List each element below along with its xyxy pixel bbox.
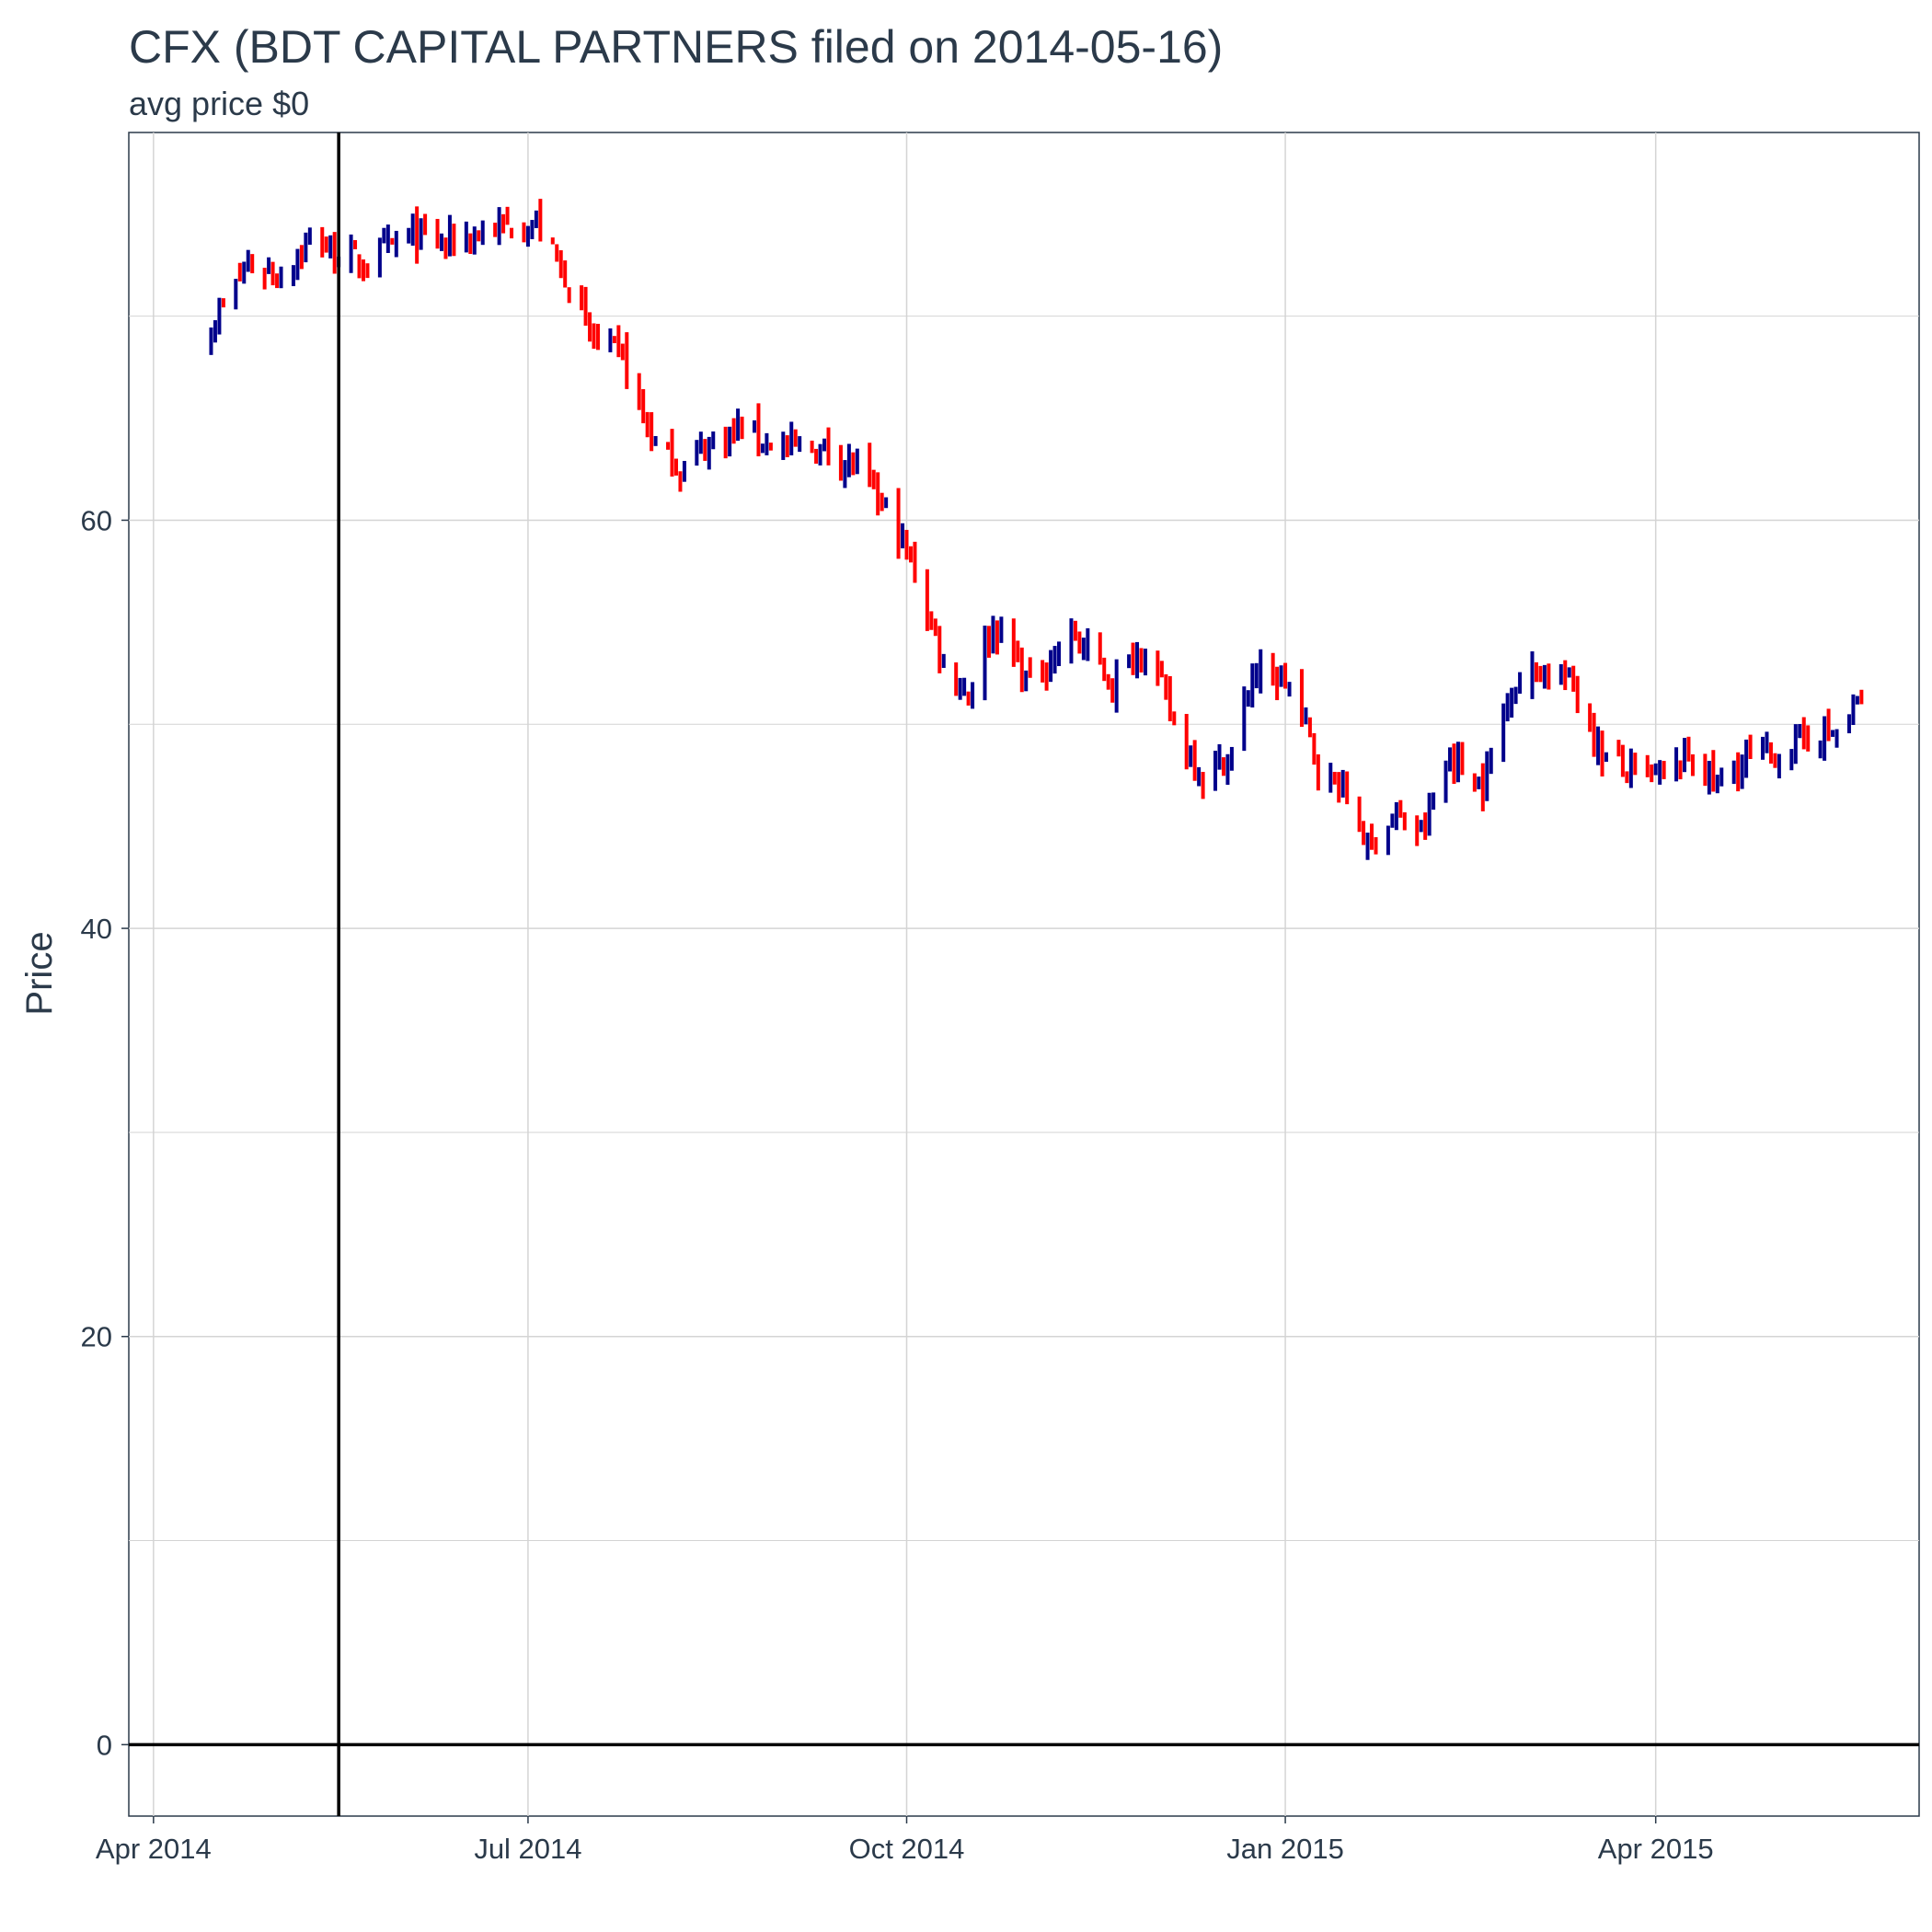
x-tick-label: Jul 2014 xyxy=(474,1833,581,1865)
x-tick-label: Apr 2015 xyxy=(1598,1833,1714,1865)
reference-lines xyxy=(129,132,1919,1816)
y-tick-label: 0 xyxy=(97,1729,112,1761)
y-tick-label: 20 xyxy=(81,1321,112,1353)
y-axis-ticks: 0 20 40 60 xyxy=(81,504,129,1761)
chart-subtitle: avg price $0 xyxy=(129,85,310,122)
x-tick-label: Oct 2014 xyxy=(849,1833,965,1865)
y-axis-label: Price xyxy=(19,931,60,1015)
chart-title: CFX (BDT CAPITAL PARTNERS filed on 2014-… xyxy=(129,21,1224,73)
y-tick-label: 40 xyxy=(81,913,112,945)
x-axis-ticks: Apr 2014 Jul 2014 Oct 2014 Jan 2015 Apr 2015 xyxy=(96,1816,1714,1865)
y-tick-label: 60 xyxy=(81,504,112,536)
plot-panel xyxy=(128,132,1920,1817)
x-tick-label: Apr 2014 xyxy=(96,1833,212,1865)
x-tick-label: Jan 2015 xyxy=(1226,1833,1344,1865)
price-bars xyxy=(209,199,1864,860)
